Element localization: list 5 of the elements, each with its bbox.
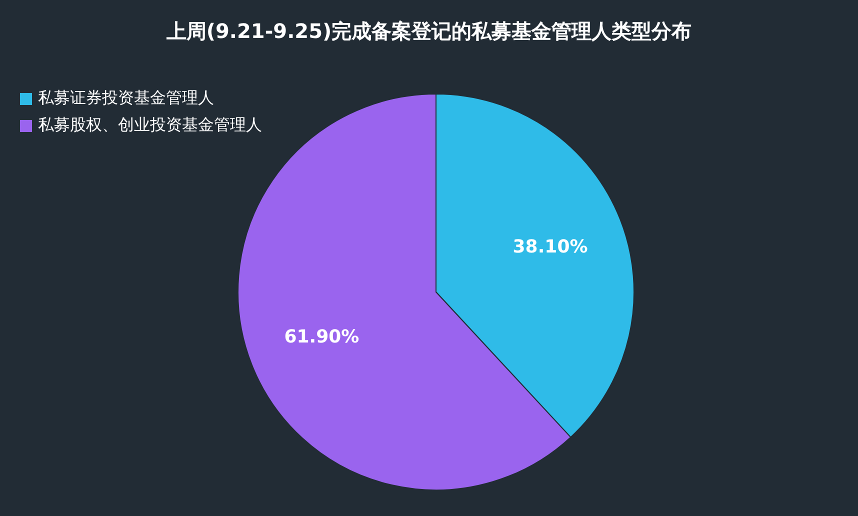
legend-label: 私募证券投资基金管理人 bbox=[38, 88, 214, 109]
legend-label: 私募股权、创业投资基金管理人 bbox=[38, 115, 262, 136]
data-label: 38.10% bbox=[512, 236, 588, 258]
data-label: 61.90% bbox=[284, 326, 360, 348]
chart-title: 上周(9.21-9.25)完成备案登记的私募基金管理人类型分布 bbox=[165, 18, 693, 45]
